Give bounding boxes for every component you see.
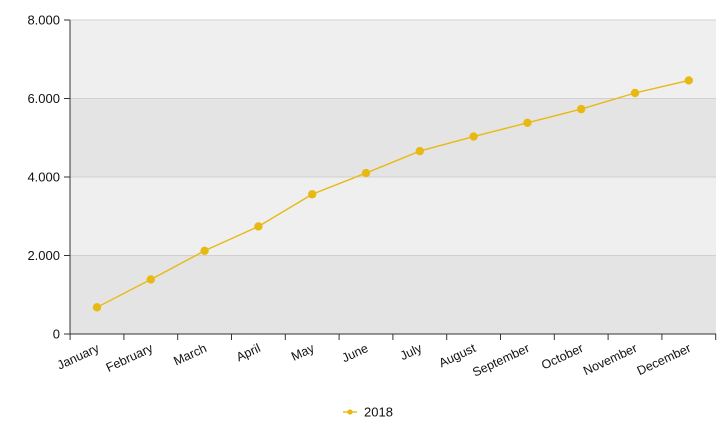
x-tick-label: May	[289, 341, 317, 364]
data-point	[146, 275, 155, 284]
legend-label: 2018	[364, 405, 393, 420]
y-tick-label: 4.000	[27, 170, 60, 185]
x-tick-label: March	[171, 341, 208, 368]
data-point	[523, 118, 532, 128]
legend-dot-marker	[347, 409, 353, 415]
x-tick-label: January	[55, 341, 102, 373]
plot-band	[70, 255, 716, 334]
series-layer	[92, 76, 693, 312]
data-point	[630, 88, 640, 98]
data-point	[577, 104, 586, 114]
data-point	[469, 132, 478, 141]
plot-band	[70, 177, 716, 256]
x-tick-label: December	[635, 341, 693, 378]
x-tick-label: February	[104, 341, 156, 375]
x-axis-ticks: January February March April May June July Augu…	[55, 334, 717, 380]
legend[interactable]: 2018	[343, 405, 393, 420]
x-tick-label: November	[581, 341, 639, 378]
x-tick-label: October	[539, 341, 585, 372]
y-tick-label: 2.000	[27, 248, 60, 263]
data-point	[415, 146, 424, 156]
plot-band	[70, 20, 716, 99]
x-tick-label: September	[470, 341, 531, 380]
y-tick-label: 8.000	[27, 13, 60, 28]
y-tick-label: 6.000	[27, 91, 60, 106]
data-point	[92, 303, 102, 312]
y-tick-label: 0	[53, 327, 60, 342]
plot-bands	[70, 20, 716, 334]
axes	[69, 20, 716, 335]
x-tick-label: June	[340, 341, 371, 365]
x-tick-label: July	[398, 341, 425, 363]
data-point	[254, 222, 263, 231]
gridlines	[70, 19, 716, 256]
data-point	[684, 76, 693, 85]
data-point	[200, 246, 209, 255]
series-line	[96, 79, 689, 308]
y-axis-ticks: 0 2.000 4.000 6.000 8.000	[27, 13, 70, 342]
data-point	[361, 168, 371, 178]
plot-band	[70, 98, 716, 177]
x-tick-label: April	[234, 341, 263, 364]
data-point	[308, 190, 317, 199]
